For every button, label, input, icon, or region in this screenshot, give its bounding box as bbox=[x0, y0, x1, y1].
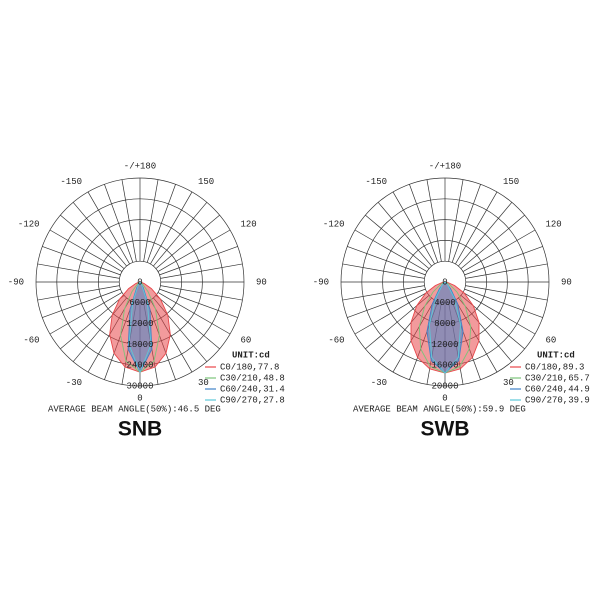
legend-label: C30/210,48.8 bbox=[220, 373, 285, 383]
angle-tick-label: -150 bbox=[60, 177, 82, 187]
angle-tick-label: -/+180 bbox=[429, 161, 461, 171]
angle-tick-label: -120 bbox=[18, 219, 40, 229]
angle-tick-label: -60 bbox=[23, 335, 39, 345]
radial-tick-label: 0 bbox=[442, 277, 447, 287]
angle-tick-label: 150 bbox=[503, 177, 519, 187]
chart-title: SNB bbox=[118, 418, 162, 441]
angle-tick-label: -30 bbox=[66, 378, 82, 388]
angle-tick-label: 120 bbox=[545, 219, 561, 229]
angle-tick-label: -30 bbox=[371, 378, 387, 388]
angle-tick-label: 60 bbox=[545, 335, 556, 345]
radial-tick-label: 24000 bbox=[126, 361, 153, 371]
radial-tick-label: 12000 bbox=[126, 319, 153, 329]
angle-tick-label: -120 bbox=[323, 219, 345, 229]
angle-tick-label: -/+180 bbox=[124, 161, 156, 171]
legend-label: C60/240,31.4 bbox=[220, 384, 285, 394]
radial-tick-label: 18000 bbox=[126, 340, 153, 350]
beam-angle: AVERAGE BEAM ANGLE(50%):59.9 DEG bbox=[353, 404, 526, 414]
angle-tick-label: -90 bbox=[8, 277, 24, 287]
legend-label: C30/210,65.7 bbox=[525, 373, 590, 383]
angle-tick-label: -90 bbox=[313, 277, 329, 287]
ring bbox=[35, 177, 245, 387]
angle-tick-label: 90 bbox=[561, 277, 572, 287]
angle-tick-label: 150 bbox=[198, 177, 214, 187]
angle-tick-label: 30 bbox=[198, 378, 209, 388]
polar-chart: 0 4000 8000 12000 16000 20000 -/+180 -150 150 -12… bbox=[313, 161, 590, 440]
legend-label: C60/240,44.9 bbox=[525, 384, 590, 394]
polar-chart: 0 6000 12000 18000 24000 30000 -/+180 -150 150 -1… bbox=[8, 161, 285, 440]
intensity-curve bbox=[428, 281, 462, 374]
beam-angle: AVERAGE BEAM ANGLE(50%):46.5 DEG bbox=[48, 404, 221, 414]
radial-tick-label: 30000 bbox=[126, 381, 153, 391]
legend-label: C0/180,77.8 bbox=[220, 362, 279, 372]
angle-tick-label: 0 bbox=[442, 393, 447, 403]
radial-tick-label: 0 bbox=[137, 277, 142, 287]
angle-tick-label: 30 bbox=[503, 378, 514, 388]
angle-tick-label: -60 bbox=[328, 335, 344, 345]
chart-title: SWB bbox=[421, 418, 470, 441]
ring bbox=[340, 177, 550, 387]
intensity-curve bbox=[128, 281, 152, 374]
angle-tick-label: 120 bbox=[240, 219, 256, 229]
legend-title: UNIT:cd bbox=[232, 350, 270, 360]
radial-tick-label: 20000 bbox=[431, 381, 458, 391]
legend-title: UNIT:cd bbox=[537, 350, 575, 360]
legend-label: C90/270,27.8 bbox=[220, 395, 285, 405]
radial-tick-label: 12000 bbox=[431, 340, 458, 350]
legend-label: C0/180,89.3 bbox=[525, 362, 584, 372]
radial-tick-label: 16000 bbox=[431, 361, 458, 371]
legend-label: C90/270,39.9 bbox=[525, 395, 590, 405]
angle-tick-label: 90 bbox=[256, 277, 267, 287]
angle-tick-label: -150 bbox=[365, 177, 387, 187]
angle-tick-label: 0 bbox=[137, 393, 142, 403]
angle-tick-label: 60 bbox=[240, 335, 251, 345]
radial-tick-label: 6000 bbox=[129, 298, 151, 308]
radial-tick-label: 4000 bbox=[434, 298, 456, 308]
radial-tick-label: 8000 bbox=[434, 319, 456, 329]
